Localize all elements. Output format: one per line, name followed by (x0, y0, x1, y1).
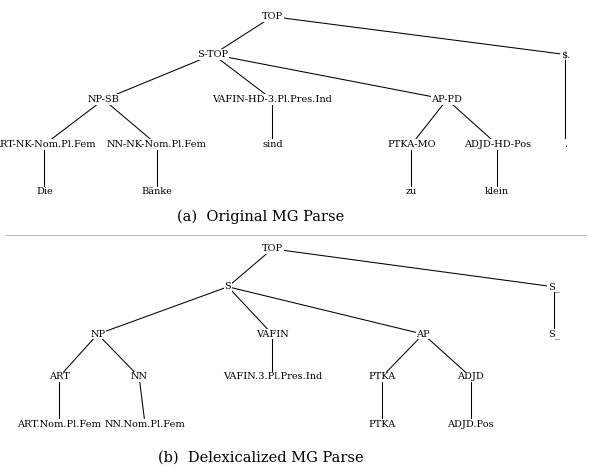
Text: NN.Nom.Pl.Fem: NN.Nom.Pl.Fem (105, 420, 185, 428)
Text: Bänke: Bänke (141, 188, 172, 196)
Text: ART.Nom.Pl.Fem: ART.Nom.Pl.Fem (17, 420, 101, 428)
Text: PTKA: PTKA (368, 420, 395, 428)
Text: TOP: TOP (262, 245, 283, 253)
Text: ADJD.Pos: ADJD.Pos (448, 420, 494, 428)
Text: NP: NP (90, 330, 105, 338)
Text: (b)  Delexicalized MG Parse: (b) Delexicalized MG Parse (157, 450, 363, 465)
Text: klein: klein (485, 188, 509, 196)
Text: TOP: TOP (262, 12, 283, 21)
Text: VAFIN-HD-3.Pl.Pres.Ind: VAFIN-HD-3.Pl.Pres.Ind (213, 95, 332, 104)
Text: AP-PD: AP-PD (432, 95, 462, 104)
Text: PTKA: PTKA (368, 373, 395, 381)
Text: NP-SB: NP-SB (88, 95, 120, 104)
Text: S-TOP: S-TOP (198, 50, 229, 59)
Text: AP: AP (416, 330, 430, 338)
Text: ADJD: ADJD (457, 373, 484, 381)
Text: NN-NK-Nom.Pl.Fem: NN-NK-Nom.Pl.Fem (107, 140, 207, 149)
Text: (a)  Original MG Parse: (a) Original MG Parse (177, 210, 344, 224)
Text: PTKA-MO: PTKA-MO (387, 140, 436, 149)
Text: sind: sind (262, 140, 282, 149)
Text: VAFIN.3.Pl.Pres.Ind: VAFIN.3.Pl.Pres.Ind (223, 373, 322, 381)
Text: S_: S_ (548, 329, 559, 339)
Text: $.: $. (561, 50, 570, 59)
Text: Die: Die (36, 188, 53, 196)
Text: zu: zu (406, 188, 417, 196)
Text: ADJD-HD-Pos: ADJD-HD-Pos (464, 140, 531, 149)
Text: ART: ART (49, 373, 70, 381)
Text: ART-NK-Nom.Pl.Fem: ART-NK-Nom.Pl.Fem (0, 140, 96, 149)
Text: S: S (224, 283, 231, 291)
Text: NN: NN (131, 373, 147, 381)
Text: VAFIN: VAFIN (256, 330, 289, 338)
Text: S_: S_ (548, 282, 559, 292)
Text: .: . (564, 140, 567, 149)
